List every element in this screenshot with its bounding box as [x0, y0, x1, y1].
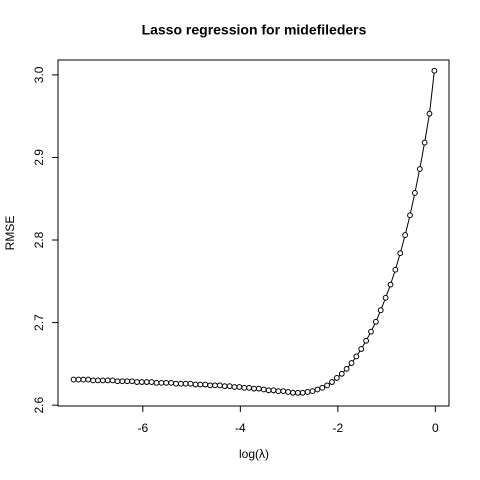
data-point [343, 365, 350, 372]
data-point [338, 370, 345, 377]
data-point [182, 380, 189, 387]
data-point [348, 360, 355, 366]
data-point [226, 383, 233, 390]
data-point [163, 379, 170, 386]
data-point [207, 382, 214, 389]
data-point [270, 387, 277, 394]
data-point [80, 376, 87, 383]
x-tick-label: -6 [137, 421, 148, 435]
data-point [304, 389, 311, 395]
data-point [158, 379, 165, 386]
data-point [221, 383, 228, 390]
data-point [431, 67, 438, 74]
data-point [187, 380, 194, 387]
data-point [104, 377, 111, 384]
data-point [294, 389, 301, 396]
y-axis-label: RMSE [3, 216, 17, 251]
data-point [246, 384, 253, 391]
plot-frame [57, 59, 450, 407]
data-point [119, 378, 126, 385]
data-point [173, 380, 179, 387]
data-point [212, 382, 218, 389]
x-axis-label: log(λ) [239, 447, 269, 461]
data-point [358, 346, 365, 352]
data-point [299, 389, 306, 396]
data-point [216, 382, 223, 389]
data-point [134, 379, 140, 385]
data-point [177, 380, 184, 387]
data-point [402, 232, 409, 238]
data-point [392, 266, 399, 273]
data-point [251, 385, 257, 392]
data-point [129, 378, 136, 385]
data-point [143, 379, 150, 385]
data-point [260, 386, 267, 393]
data-point [329, 379, 335, 385]
data-point [382, 294, 389, 301]
data-point [255, 385, 262, 392]
data-point [124, 378, 131, 385]
data-point [421, 139, 428, 146]
y-tick-label: 2.6 [32, 397, 46, 414]
data-point [153, 379, 160, 386]
data-point [275, 388, 282, 395]
data-point [285, 389, 292, 395]
data-point [280, 388, 287, 395]
x-tick-label: -2 [333, 421, 344, 435]
data-point [236, 384, 243, 390]
data-point [363, 337, 370, 344]
x-tick-label: -4 [235, 421, 246, 435]
data-point [324, 382, 331, 389]
data-point [377, 307, 384, 314]
data-point [75, 376, 82, 383]
data-point [95, 377, 101, 384]
data-point [372, 318, 379, 325]
data-point [99, 377, 106, 384]
data-point [407, 212, 413, 219]
data-point [90, 377, 97, 384]
y-tick-label: 2.7 [32, 314, 46, 331]
data-point [333, 375, 340, 381]
data-point [148, 379, 155, 385]
data-point [309, 388, 316, 395]
chart-title: Lasso regression for midefileders [142, 22, 367, 38]
series-line [73, 70, 435, 394]
data-point [192, 381, 199, 388]
data-point [265, 387, 272, 394]
data-point [387, 281, 394, 288]
data-point [416, 166, 423, 172]
data-point [368, 328, 374, 335]
data-point [241, 384, 248, 391]
data-point [231, 384, 238, 390]
data-point [197, 381, 204, 388]
data-point [426, 110, 433, 117]
y-tick-label: 2.9 [32, 149, 46, 166]
x-tick-label: 0 [432, 421, 439, 435]
data-point [202, 381, 209, 388]
y-tick-label: 2.8 [32, 231, 46, 248]
data-point [138, 379, 145, 385]
data-point [70, 376, 77, 383]
data-point [114, 378, 121, 385]
data-point [411, 190, 418, 196]
data-point [85, 376, 92, 383]
data-point [109, 377, 116, 384]
data-point [353, 353, 360, 360]
data-point [168, 379, 175, 386]
y-tick-label: 3.0 [32, 66, 46, 83]
data-point [290, 389, 296, 396]
data-point [397, 250, 404, 257]
data-point [314, 386, 321, 393]
data-point [319, 384, 326, 391]
